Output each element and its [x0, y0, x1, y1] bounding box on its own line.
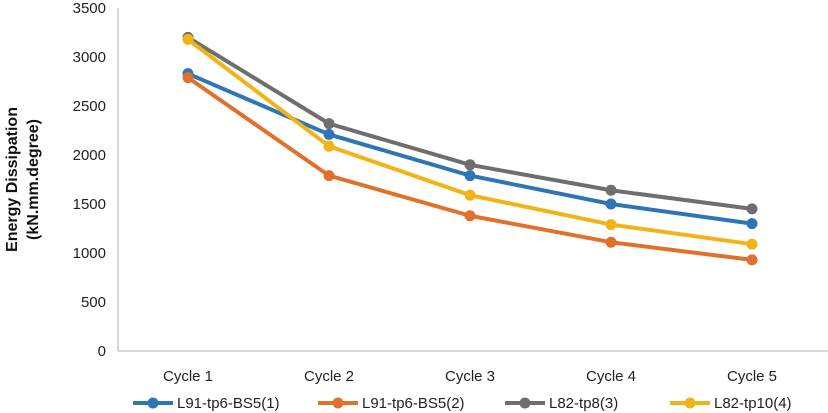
data-point [605, 184, 617, 196]
data-point [746, 254, 758, 266]
data-point [464, 159, 476, 171]
legend-label: L82-tp10(4) [714, 395, 792, 412]
data-point [323, 170, 335, 182]
y-tick-label: 2000 [73, 147, 106, 164]
data-point [746, 238, 758, 250]
data-point [605, 198, 617, 210]
x-tick-label: Cycle 5 [727, 368, 777, 385]
series-2 [182, 72, 758, 266]
x-tick-label: Cycle 2 [304, 368, 354, 385]
x-tick-label: Cycle 4 [586, 368, 636, 385]
data-point [182, 72, 194, 84]
data-point [323, 140, 335, 152]
legend-swatch-marker [147, 397, 159, 409]
y-axis-title-line-1: Energy Dissipation [4, 107, 21, 252]
data-point [464, 170, 476, 182]
data-point [746, 218, 758, 230]
legend-swatch-marker [332, 397, 344, 409]
legend-item: L91-tp6-BS5(2) [318, 395, 465, 412]
x-tick-label: Cycle 3 [445, 368, 495, 385]
x-tick-labels: Cycle 1 Cycle 2 Cycle 3 Cycle 4 Cycle 5 [163, 368, 777, 385]
data-point [182, 33, 194, 45]
data-point [323, 118, 335, 130]
data-point [605, 236, 617, 248]
x-tick-label: Cycle 1 [163, 368, 213, 385]
legend-label: L82-tp8(3) [549, 395, 618, 412]
series-line [186, 35, 753, 211]
series-4 [182, 33, 758, 250]
y-tick-label: 1000 [73, 245, 106, 262]
y-tick-label: 3500 [73, 0, 106, 17]
axes [117, 8, 828, 352]
data-point [464, 210, 476, 222]
data-point [746, 203, 758, 215]
series-lines [182, 31, 758, 266]
series-3 [182, 31, 758, 215]
y-axis-title: Energy Dissipation (kN.mm.degree) [4, 107, 42, 252]
legend-swatch-marker [684, 397, 696, 409]
data-point [605, 219, 617, 231]
data-point [323, 128, 335, 140]
data-point [464, 189, 476, 201]
y-tick-label: 2500 [73, 98, 106, 115]
y-tick-label: 1500 [73, 196, 106, 213]
series-line [187, 71, 753, 226]
legend: L91-tp6-BS5(1) L91-tp6-BS5(2) L82-tp8(3) L8… [133, 395, 792, 412]
legend-item: L82-tp8(3) [505, 395, 618, 412]
legend-swatch-marker [519, 397, 531, 409]
series-1 [182, 68, 758, 230]
legend-label: L91-tp6-BS5(1) [177, 395, 280, 412]
y-tick-label: 500 [81, 294, 106, 311]
legend-item: L91-tp6-BS5(1) [133, 395, 280, 412]
y-tick-label: 3000 [73, 49, 106, 66]
y-tick-labels: 0 500 1000 1500 2000 2500 3000 3500 [73, 0, 106, 360]
legend-label: L91-tp6-BS5(2) [362, 395, 465, 412]
y-axis-title-line-2: (kN.mm.degree) [25, 119, 42, 240]
y-tick-label: 0 [98, 343, 106, 360]
legend-item: L82-tp10(4) [670, 395, 792, 412]
